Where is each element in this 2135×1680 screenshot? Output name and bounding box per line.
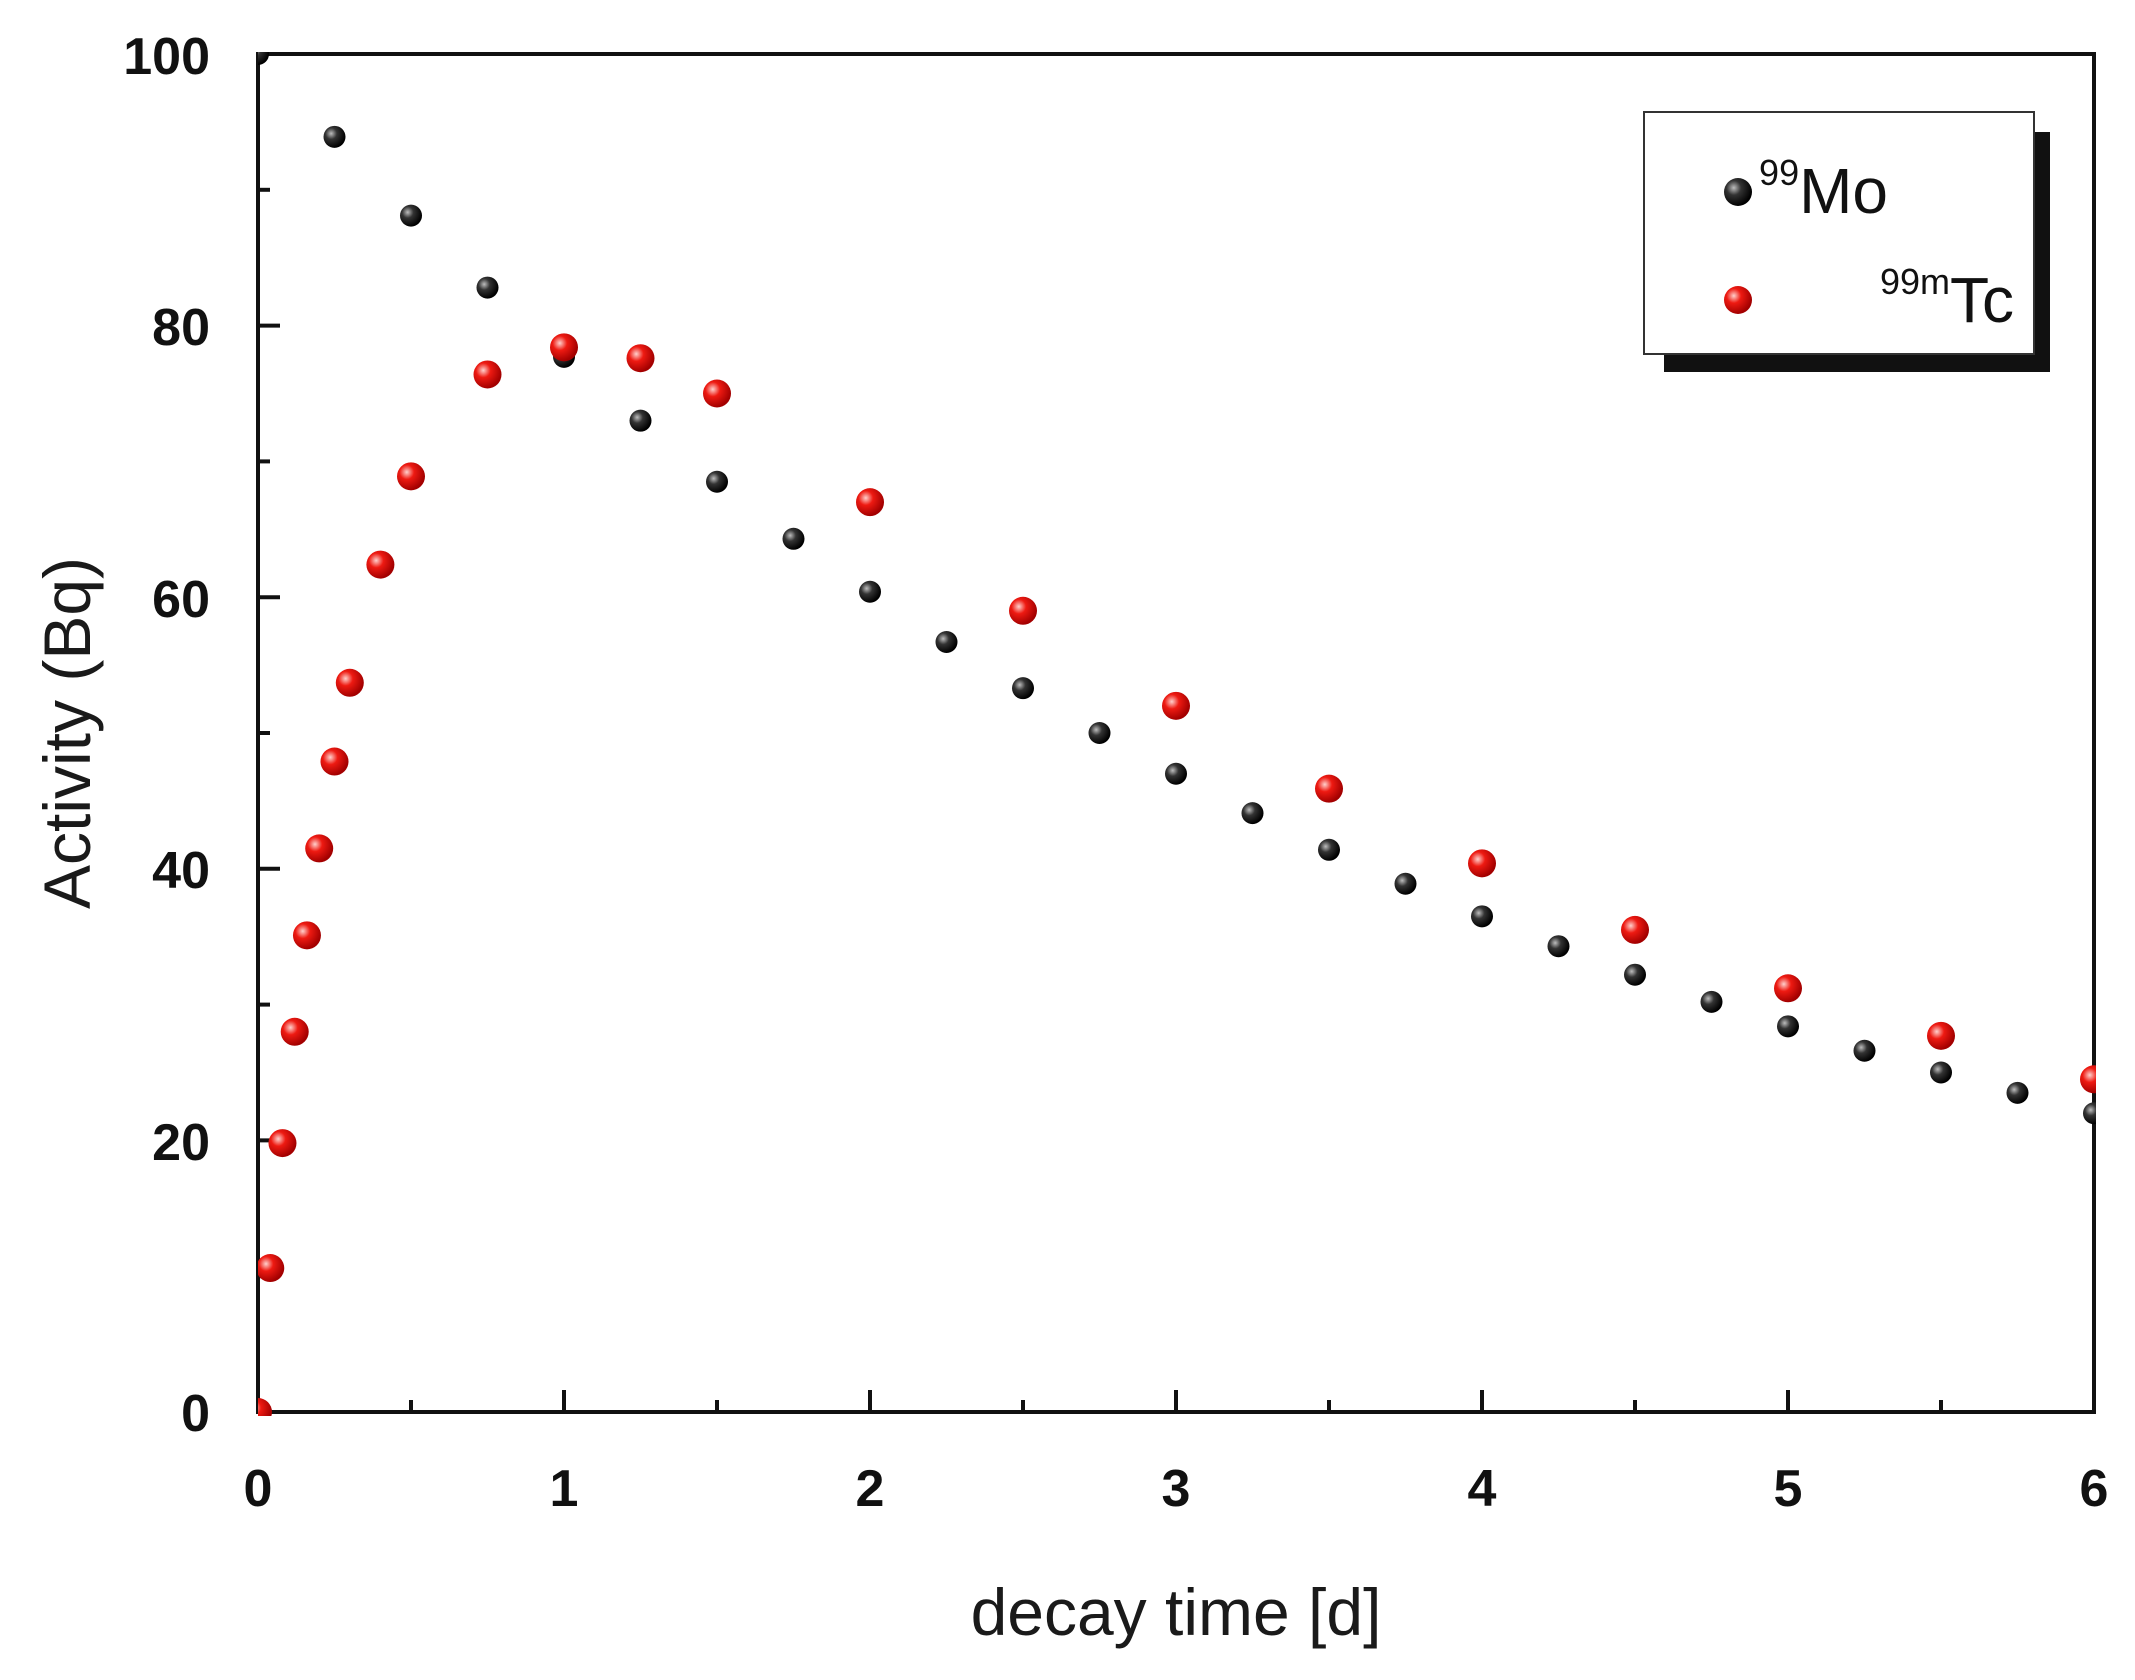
x-tick-label-1: 1 (550, 1460, 579, 1518)
mo-data-point-8 (859, 580, 881, 603)
x-tick-label-3: 3 (1162, 1460, 1191, 1518)
tc-data-point-0 (258, 1398, 272, 1416)
tc-data-point-11 (550, 333, 578, 362)
series-99mo-markers (258, 52, 2096, 1125)
tc-data-point-17 (1315, 774, 1343, 803)
legend-label-99mo-superscript: 99 (1759, 152, 1799, 193)
x-tick-label-4: 4 (1468, 1460, 1497, 1518)
mo-data-point-5 (629, 409, 652, 432)
tc-data-point-7 (335, 668, 364, 697)
legend-box (1643, 111, 2035, 355)
legend-label-99mo-symbol: Mo (1799, 155, 1888, 227)
legend-label-99mo: 99Mo (1759, 152, 1888, 227)
tc-data-point-1 (258, 1254, 285, 1283)
legend-label-99mtc-superscript: 99m (1880, 261, 1950, 302)
tc-data-point-14 (856, 488, 884, 517)
tc-data-point-18 (1468, 849, 1496, 878)
mo-data-point-1 (323, 125, 346, 148)
legend-marker-99mo (1724, 178, 1752, 206)
mo-data-point-19 (1700, 990, 1723, 1013)
mo-data-point-15 (1394, 872, 1417, 895)
tc-data-point-16 (1162, 691, 1190, 720)
mo-data-point-24 (2083, 1102, 2096, 1125)
mo-data-point-21 (1853, 1039, 1876, 1062)
y-tick-label-80: 80 (152, 299, 210, 357)
y-tick-label-20: 20 (152, 1114, 210, 1172)
tc-data-point-2 (268, 1129, 297, 1158)
x-tick-label-0: 0 (244, 1460, 273, 1518)
x-tick-labels: 0 1 2 3 4 5 6 (244, 1460, 2109, 1518)
mo-data-point-10 (1012, 677, 1034, 700)
x-tick-label-6: 6 (2080, 1460, 2109, 1518)
y-tick-labels: 0 20 40 60 80 100 (123, 28, 210, 1443)
tc-data-point-21 (1927, 1021, 1955, 1050)
tc-data-point-15 (1009, 596, 1037, 625)
tc-data-point-9 (397, 462, 425, 491)
legend-marker-99mtc (1724, 286, 1752, 314)
tc-data-point-10 (473, 360, 502, 389)
mo-data-point-9 (935, 631, 958, 654)
tc-data-point-12 (626, 344, 655, 373)
mo-data-point-18 (1624, 963, 1646, 986)
mo-data-point-12 (1165, 762, 1187, 785)
mo-data-point-0 (258, 52, 269, 65)
series-99mtc-markers (258, 333, 2096, 1416)
mo-data-point-22 (1930, 1061, 1952, 1084)
tc-data-point-5 (305, 834, 334, 863)
x-axis-ticks (256, 1390, 2096, 1412)
y-axis-title: Activity (Bq) (30, 557, 104, 909)
tc-data-point-3 (280, 1017, 309, 1046)
mo-data-point-14 (1318, 838, 1340, 861)
tc-data-point-20 (1774, 974, 1802, 1003)
legend-label-99mtc-symbol: Tc (1950, 264, 2014, 336)
mo-data-point-20 (1777, 1015, 1799, 1038)
mo-data-point-2 (400, 204, 422, 227)
tc-data-point-13 (703, 379, 731, 408)
mo-data-point-13 (1241, 802, 1264, 825)
mo-data-point-23 (2006, 1081, 2029, 1104)
x-tick-label-2: 2 (856, 1460, 885, 1518)
tc-data-point-19 (1621, 915, 1649, 944)
mo-data-point-17 (1547, 935, 1570, 958)
y-tick-label-60: 60 (152, 571, 210, 629)
x-axis-title: decay time [d] (971, 1575, 1382, 1649)
legend: 99Mo 99mTc (1643, 111, 2050, 372)
y-tick-label-100: 100 (123, 28, 210, 86)
tc-data-point-8 (366, 550, 395, 579)
mo-data-point-6 (706, 470, 728, 493)
tc-data-point-6 (320, 747, 349, 776)
y-tick-label-0: 0 (181, 1385, 210, 1443)
tc-data-point-4 (292, 921, 321, 950)
mo-data-point-7 (782, 527, 805, 550)
mo-data-point-16 (1471, 905, 1493, 928)
mo-data-point-3 (476, 276, 499, 299)
x-tick-label-5: 5 (1774, 1460, 1803, 1518)
tc-data-point-22 (2080, 1065, 2096, 1094)
y-tick-label-40: 40 (152, 842, 210, 900)
legend-label-99mtc: 99mTc (1880, 261, 2014, 336)
mo-data-point-11 (1088, 722, 1111, 744)
